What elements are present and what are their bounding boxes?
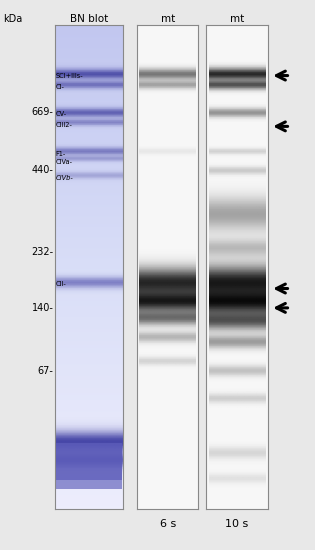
Text: BN blot: BN blot	[70, 14, 108, 24]
Text: F1-: F1-	[56, 151, 66, 157]
Text: 440-: 440-	[32, 165, 54, 175]
Text: mt: mt	[161, 14, 175, 24]
Text: CIVb-: CIVb-	[56, 175, 73, 181]
Text: kDa: kDa	[3, 14, 22, 24]
Text: mt: mt	[230, 14, 244, 24]
Text: 67-: 67-	[38, 366, 54, 376]
Text: CII-: CII-	[56, 280, 66, 287]
Bar	[56, 468, 122, 490]
Text: CIVa-: CIVa-	[56, 159, 73, 165]
Text: 10 s: 10 s	[226, 519, 249, 529]
Text: CV-: CV-	[56, 111, 67, 117]
Text: 140-: 140-	[32, 303, 54, 313]
Bar	[56, 443, 122, 480]
Text: SCI+IIIs-: SCI+IIIs-	[56, 73, 83, 79]
Text: CI-: CI-	[56, 84, 65, 90]
Text: 669-: 669-	[32, 107, 54, 117]
Text: CIII2-: CIII2-	[56, 122, 73, 128]
Text: 6 s: 6 s	[160, 519, 176, 529]
Text: 232-: 232-	[32, 248, 54, 257]
